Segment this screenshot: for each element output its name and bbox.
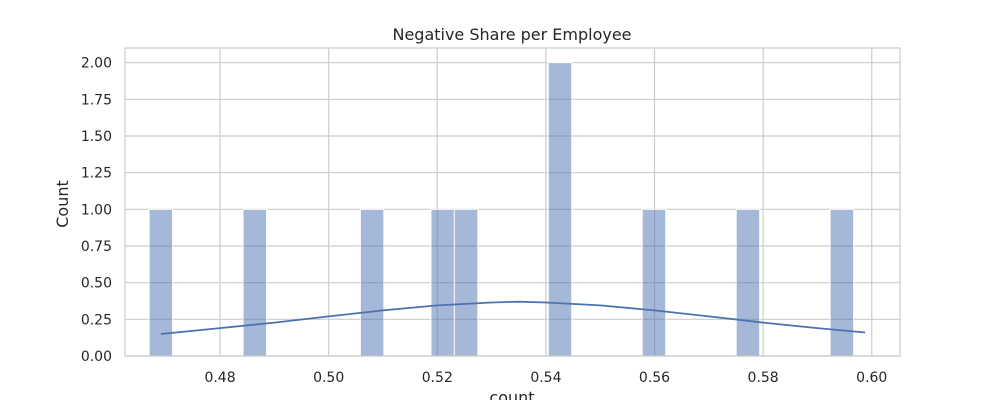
- y-tick-labels: 0.00 0.25 0.50 0.75 1.00 1.25 1.50 1.75 2.00: [81, 56, 112, 365]
- y-tick-label-2: 0.50: [81, 276, 112, 292]
- y-tick-label-1: 0.25: [81, 312, 112, 328]
- histogram-bar-2: [359, 208, 385, 357]
- y-tick-label-7: 1.75: [81, 92, 112, 108]
- histogram-bar-3: [430, 208, 455, 357]
- histogram-bar-4: [453, 208, 479, 357]
- x-tick-label-2: 0.52: [422, 370, 453, 386]
- chart-title: Negative Share per Employee: [392, 25, 631, 44]
- y-tick-label-0: 0.00: [81, 349, 112, 365]
- x-tick-label-6: 0.60: [856, 370, 887, 386]
- x-tick-label-4: 0.56: [639, 370, 670, 386]
- x-tick-label-3: 0.54: [530, 370, 561, 386]
- histogram-bar-8: [829, 208, 855, 357]
- kde-curve: [160, 300, 866, 335]
- y-tick-label-8: 2.00: [81, 56, 112, 72]
- y-tick-label-6: 1.50: [81, 129, 112, 145]
- y-tick-label-5: 1.25: [81, 166, 112, 182]
- x-tick-label-1: 0.50: [313, 370, 344, 386]
- histogram-bar-1: [242, 208, 268, 357]
- y-tick-label-3: 0.75: [81, 239, 112, 255]
- grid-lines: [125, 48, 900, 357]
- x-tick-label-5: 0.58: [748, 370, 779, 386]
- y-axis-title: Count: [53, 180, 72, 228]
- histogram-bar-7: [735, 208, 761, 357]
- histogram-bars: [148, 62, 855, 357]
- plot-frame: [124, 47, 901, 357]
- x-axis-title: count: [489, 388, 534, 400]
- histogram-bar-5: [547, 62, 573, 357]
- y-tick-label-4: 1.00: [81, 202, 112, 218]
- kde-curve-group: [160, 300, 866, 335]
- histogram-bar-6: [641, 208, 667, 357]
- x-tick-labels: 0.48 0.50 0.52 0.54 0.56 0.58 0.60: [204, 370, 887, 386]
- x-tick-label-0: 0.48: [204, 370, 235, 386]
